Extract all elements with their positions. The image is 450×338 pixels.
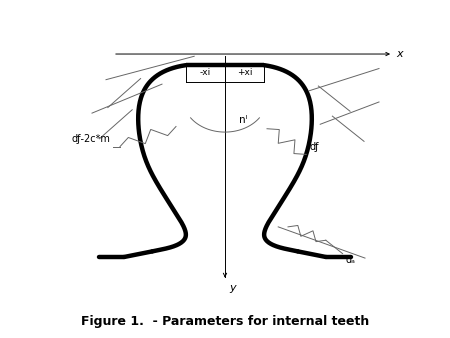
Text: +xi: +xi	[237, 68, 252, 77]
Text: y: y	[229, 283, 236, 293]
Text: dƒ: dƒ	[309, 142, 319, 152]
Text: dƒ-2c*m: dƒ-2c*m	[71, 134, 110, 144]
Text: dₐ: dₐ	[346, 255, 356, 265]
Text: Figure 1.  - Parameters for internal teeth: Figure 1. - Parameters for internal teet…	[81, 315, 369, 328]
Text: nᴵ: nᴵ	[239, 115, 248, 125]
Text: x: x	[396, 49, 402, 59]
Text: -xi: -xi	[200, 68, 211, 77]
